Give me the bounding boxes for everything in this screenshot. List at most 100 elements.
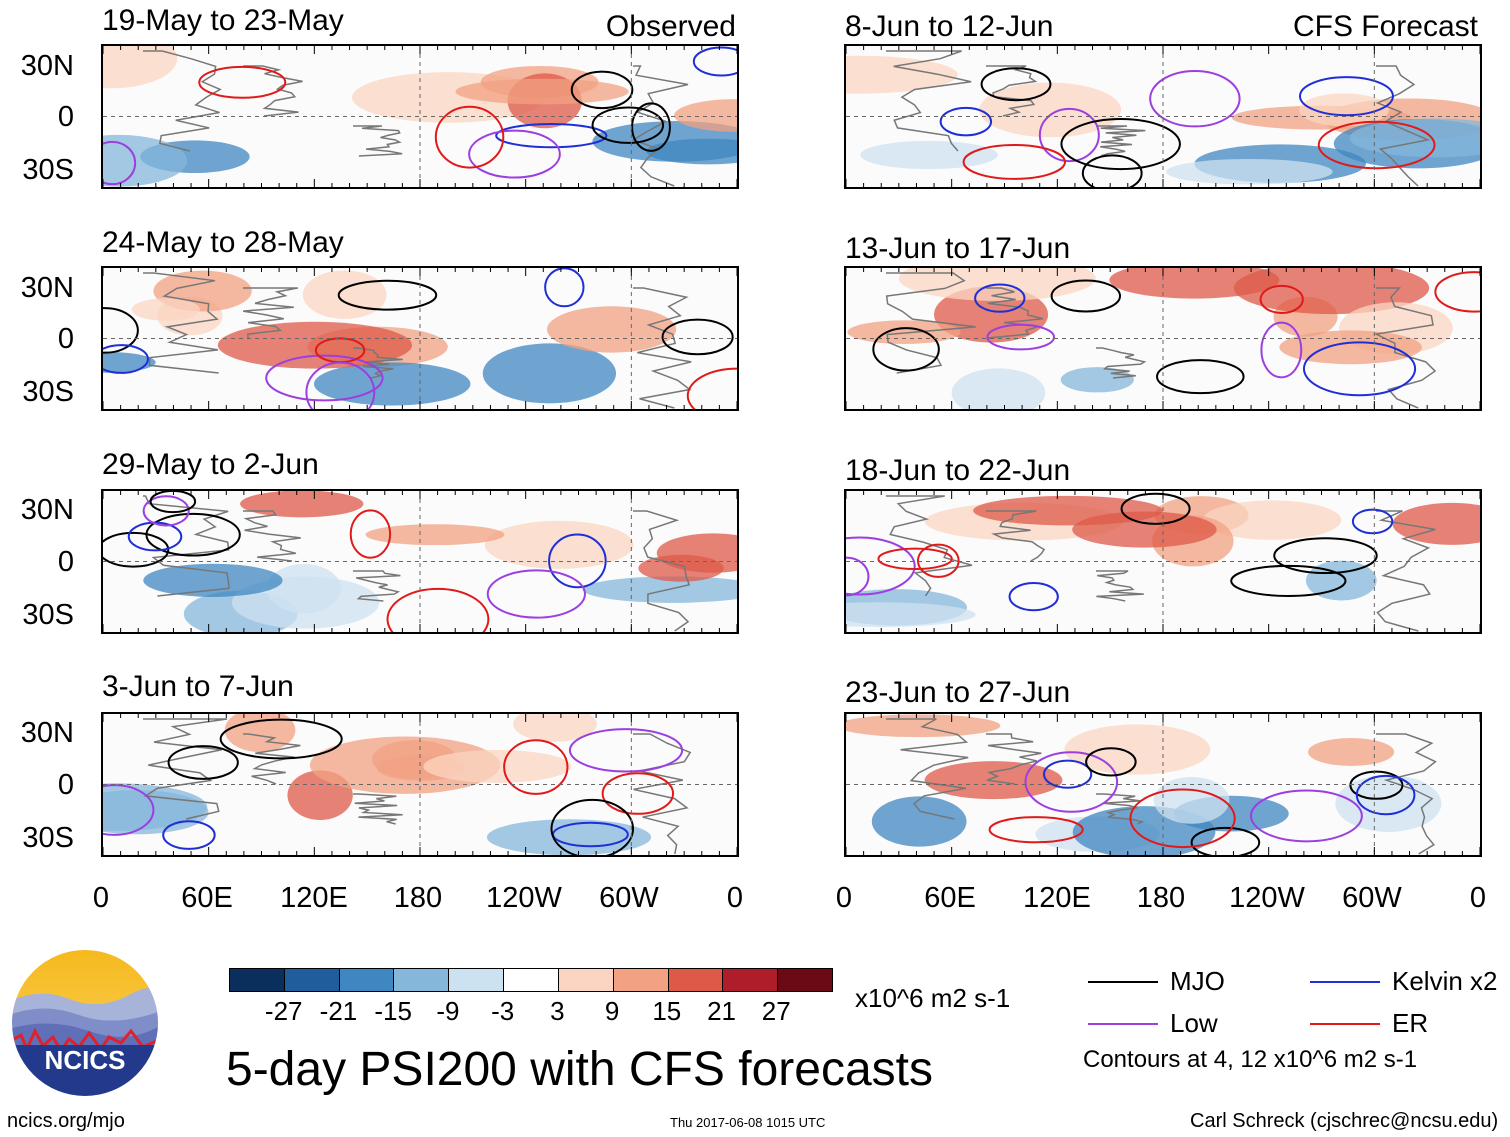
map-panel-right-4	[844, 712, 1482, 857]
coastline	[143, 272, 219, 374]
anomaly-shading	[674, 99, 737, 132]
wave-contour	[568, 728, 684, 773]
panel-title-right-1: 8-Jun to 12-Jun	[845, 10, 1054, 43]
lon-label: 180	[393, 882, 443, 914]
map-panel-right-3	[844, 489, 1482, 634]
anomaly-shading	[486, 819, 652, 855]
anomaly-shading	[266, 564, 342, 614]
panel-title-left-4: 3-Jun to 7-Jun	[102, 670, 294, 703]
anomaly-shading	[313, 362, 471, 406]
lat-label-eq: 0	[57, 769, 74, 801]
lon-label: 120W	[1229, 882, 1305, 914]
anomaly-shading	[484, 520, 634, 569]
anomaly-shading	[582, 576, 737, 603]
lon-label: 0	[1469, 882, 1487, 914]
lat-label-30n: 30N	[20, 272, 74, 304]
wave-contour	[1434, 271, 1480, 313]
panel-title-right-3: 18-Jun to 22-Jun	[845, 454, 1071, 487]
colorbar-swatch	[778, 969, 832, 991]
wave-contour	[1260, 321, 1303, 379]
colorbar-swatch	[394, 969, 450, 991]
forecast-label: CFS Forecast	[1292, 10, 1478, 43]
wave-contour	[1230, 564, 1347, 597]
coastline	[1376, 510, 1436, 632]
wave-contour	[1008, 582, 1059, 612]
coastline	[986, 287, 1044, 339]
colorbar-tick-label: 9	[604, 996, 620, 1026]
colorbar-tick-label: -21	[319, 996, 358, 1026]
anomaly-shading	[103, 134, 188, 187]
anomaly-shading	[1072, 511, 1217, 548]
colorbar-tick-label: 3	[550, 996, 565, 1026]
wave-contour	[1085, 747, 1137, 777]
wave-contour	[548, 533, 607, 589]
legend-er-label: ER	[1392, 1008, 1429, 1038]
wave-contour	[219, 718, 343, 760]
lon-label: 60E	[181, 882, 233, 914]
wave-contour	[1355, 774, 1416, 816]
coastline	[633, 733, 692, 855]
anomaly-shading	[1307, 738, 1395, 766]
coastline	[243, 287, 298, 339]
wave-contour	[103, 784, 155, 836]
map-panel-left-3	[101, 489, 739, 634]
wave-contour	[974, 283, 1026, 313]
colorbar-swatch	[504, 969, 559, 991]
wave-contour	[916, 543, 960, 578]
map-panel-right-1	[844, 44, 1482, 189]
wave-contour	[591, 106, 665, 144]
lon-label: 0	[92, 882, 110, 914]
wave-contour	[103, 531, 170, 568]
anomaly-shading	[847, 320, 961, 344]
wave-contour	[1129, 788, 1236, 849]
ncics-logo: NCICS	[9, 947, 161, 1099]
legend-mjo: MJO	[1088, 966, 1225, 997]
lon-label: 60E	[924, 882, 976, 914]
wave-contour	[661, 318, 734, 356]
wave-contour	[631, 102, 671, 152]
wave-contour	[1249, 789, 1363, 843]
anomaly-shading	[103, 46, 178, 89]
wave-contour	[962, 144, 1066, 180]
wave-contour	[167, 745, 239, 780]
anomaly-shading	[979, 82, 1122, 138]
legend-kelvin-line	[1310, 980, 1380, 983]
wave-contour	[988, 816, 1084, 844]
wave-contour	[1349, 770, 1404, 800]
wave-contour	[495, 122, 608, 149]
footer-url[interactable]: ncics.org/mjo	[7, 1110, 125, 1132]
colorbar-tick-label: -3	[491, 996, 515, 1026]
wave-contour	[692, 46, 737, 77]
wave-contour	[486, 569, 586, 619]
wave-contour	[1298, 76, 1394, 117]
coastline	[143, 50, 222, 152]
colorbar-tick-label: -27	[264, 996, 303, 1026]
anomaly-shading	[455, 78, 629, 105]
colorbar-swatch	[558, 969, 614, 991]
legend-low-line	[1088, 1022, 1158, 1025]
wave-contour	[1273, 537, 1378, 575]
colorbar-swatch	[449, 969, 505, 991]
coastline	[1096, 793, 1145, 825]
wave-contour	[550, 798, 635, 855]
panel-title-left-2: 24-May to 28-May	[102, 226, 344, 259]
wave-contour	[877, 547, 953, 571]
lat-label-30s: 30S	[22, 822, 74, 854]
anomaly-shading	[143, 563, 283, 597]
map-panel-left-4	[101, 712, 739, 857]
wave-contour	[1156, 359, 1245, 395]
lat-label-eq: 0	[57, 323, 74, 355]
anomaly-shading	[365, 524, 505, 546]
page-title: 5-day PSI200 with CFS forecasts	[226, 1043, 933, 1096]
coastline	[1096, 125, 1146, 157]
legend-er: ER	[1310, 1008, 1428, 1039]
panel-title-right-4: 23-Jun to 27-Jun	[845, 676, 1071, 709]
observed-label: Observed	[605, 10, 736, 43]
lat-label-30n: 30N	[20, 717, 74, 749]
coastline	[243, 510, 301, 562]
wave-contour	[544, 268, 585, 308]
colorbar-tick-label: 15	[652, 996, 682, 1026]
wave-contour	[1317, 120, 1436, 170]
panel-title-right-2: 13-Jun to 17-Jun	[845, 232, 1071, 265]
lon-label: 60W	[1342, 882, 1402, 914]
